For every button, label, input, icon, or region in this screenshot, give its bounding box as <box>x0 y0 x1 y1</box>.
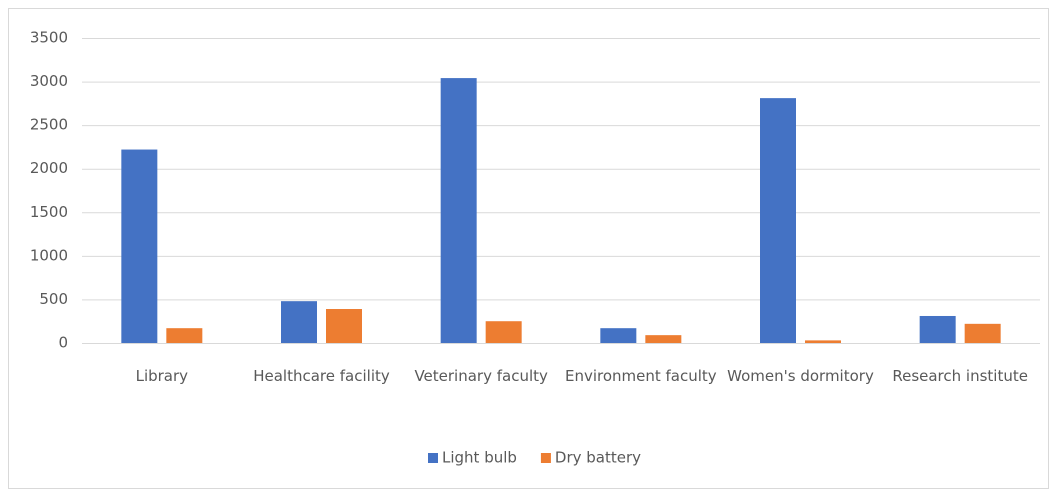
bar <box>281 301 317 343</box>
x-tick-label: Healthcare facility <box>253 367 390 385</box>
y-tick-label: 500 <box>39 290 68 308</box>
bar <box>600 328 637 343</box>
bar <box>964 323 1001 343</box>
x-tick-label: Library <box>135 367 189 385</box>
bar <box>805 340 841 343</box>
y-tick-label: 2000 <box>30 159 68 177</box>
y-tick-label: 1500 <box>30 203 68 221</box>
x-tick-label: Environment faculty <box>564 367 717 385</box>
bar <box>760 98 796 343</box>
y-tick-label: 1000 <box>30 246 68 264</box>
bar <box>440 78 477 343</box>
legend-swatch <box>540 453 551 463</box>
bar <box>121 149 158 343</box>
bar <box>919 315 956 343</box>
x-tick-label: Veterinary faculty <box>414 367 548 385</box>
legend-swatch <box>428 453 438 463</box>
bar <box>645 335 682 343</box>
y-tick-label: 2500 <box>30 116 68 134</box>
y-tick-label: 3000 <box>30 72 68 90</box>
chart-border <box>8 8 1049 489</box>
x-tick-label: Research institute <box>892 367 1028 385</box>
bar <box>485 321 522 343</box>
legend-label: Light bulb <box>442 449 517 467</box>
y-tick-label: 0 <box>58 334 68 352</box>
legend-label: Dry battery <box>555 449 641 467</box>
bar <box>326 309 362 343</box>
x-tick-label: Women's dormitory <box>727 367 874 385</box>
bar <box>166 328 203 343</box>
y-tick-label: 3500 <box>30 29 68 47</box>
